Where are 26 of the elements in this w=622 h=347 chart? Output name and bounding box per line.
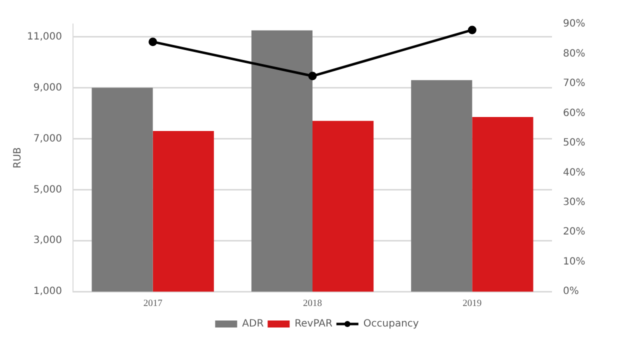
y2-tick-label: 80% — [563, 48, 586, 60]
point — [148, 38, 158, 46]
x-tick-label: 2018 — [303, 298, 322, 309]
y2-tick-label: 10% — [563, 256, 586, 268]
y-tick-label: 9,000 — [33, 82, 62, 94]
y2-tick-label: 0% — [563, 286, 579, 298]
legend-label: ADR — [242, 318, 264, 330]
y-axis-title: RUB — [12, 147, 24, 168]
y-tick-label: 11,000 — [27, 31, 62, 42]
x-tick-label: 2019 — [462, 298, 482, 309]
y2-tick-label: 50% — [563, 138, 586, 149]
point — [308, 72, 317, 80]
y-tick-label: 1,000 — [33, 286, 62, 298]
y2-tick-label: 30% — [563, 196, 586, 208]
y2-tick-label: 40% — [563, 167, 586, 178]
y2-tick-label: 90% — [563, 18, 586, 30]
y-tick-label: 3,000 — [33, 235, 62, 246]
y2-tick-label: 60% — [563, 108, 586, 119]
x-tick-label: 2017 — [143, 298, 163, 309]
legend-label: RevPAR — [294, 318, 332, 330]
y-tick-label: 5,000 — [33, 184, 62, 196]
y-tick-label: 7,000 — [33, 133, 62, 144]
point — [468, 26, 476, 34]
y2-tick-label: 70% — [563, 78, 586, 90]
legend-label: Occupancy — [363, 318, 419, 330]
y2-tick-label: 20% — [563, 226, 586, 238]
